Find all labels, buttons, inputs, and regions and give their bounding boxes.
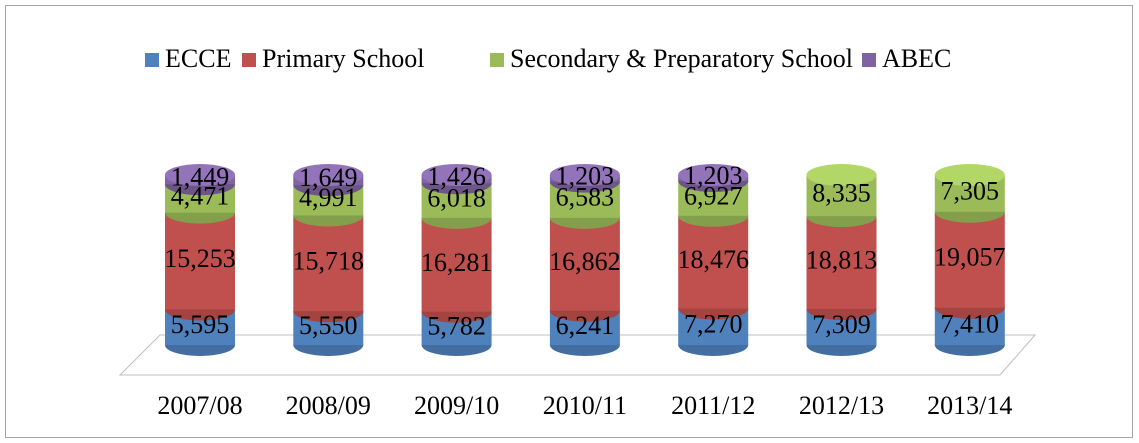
value-label: 1,449 <box>171 163 230 192</box>
value-label: 6,927 <box>684 181 743 210</box>
cylinder-top <box>934 164 1005 186</box>
value-label: 1,203 <box>684 161 743 190</box>
bar-segment <box>165 212 235 310</box>
x-tick-label: 2008/09 <box>286 391 371 420</box>
legend-label: Primary School <box>262 44 425 73</box>
value-label: 7,305 <box>941 176 1000 205</box>
value-label: 1,649 <box>299 163 358 192</box>
value-label: 1,203 <box>556 161 615 190</box>
legend-swatch <box>145 53 159 67</box>
value-label: 7,270 <box>684 310 743 339</box>
x-tick-label: 2009/10 <box>414 391 499 420</box>
cylinder-top <box>806 164 877 186</box>
bar-segment <box>678 215 749 309</box>
legend-label: ECCE <box>165 44 231 73</box>
value-label: 16,281 <box>421 248 493 277</box>
bar-segment <box>806 216 877 309</box>
value-label: 15,253 <box>164 244 236 273</box>
value-label: 5,595 <box>171 310 230 339</box>
legend-label: ABEC <box>882 44 951 73</box>
value-label: 19,057 <box>934 243 1006 272</box>
cylinder-top <box>549 164 620 186</box>
value-label: 1,426 <box>427 162 486 191</box>
value-label: 5,550 <box>299 311 358 340</box>
legend-label: Secondary & Preparatory School <box>510 44 853 73</box>
x-tick-label: 2012/13 <box>799 391 884 420</box>
x-tick-label: 2010/11 <box>543 391 627 420</box>
value-label: 18,813 <box>806 245 878 274</box>
value-label: 6,241 <box>556 311 615 340</box>
value-label: 4,471 <box>171 181 230 210</box>
value-label: 7,309 <box>812 310 871 339</box>
value-label: 7,410 <box>941 309 1000 338</box>
value-label: 6,583 <box>556 183 615 212</box>
bar-segment <box>421 217 492 312</box>
cylinder-top <box>165 164 235 186</box>
legend-swatch <box>242 53 256 67</box>
bar-segment <box>549 217 620 311</box>
value-label: 6,018 <box>427 184 486 213</box>
value-label: 8,335 <box>812 179 871 208</box>
cylinder-top <box>678 164 749 186</box>
value-label: 16,862 <box>549 247 621 276</box>
cylinder-top <box>293 164 364 186</box>
x-tick-label: 2013/14 <box>927 391 1012 420</box>
cylinder-top <box>421 164 492 186</box>
bar-segment <box>293 215 364 312</box>
legend-swatch <box>490 53 504 67</box>
value-label: 5,782 <box>427 311 486 340</box>
x-tick-label: 2011/12 <box>671 391 755 420</box>
value-label: 4,991 <box>299 183 358 212</box>
bar-segment <box>934 211 1005 308</box>
legend-swatch <box>862 53 876 67</box>
value-label: 18,476 <box>677 245 749 274</box>
value-label: 15,718 <box>293 246 365 275</box>
x-tick-label: 2007/08 <box>157 391 242 420</box>
